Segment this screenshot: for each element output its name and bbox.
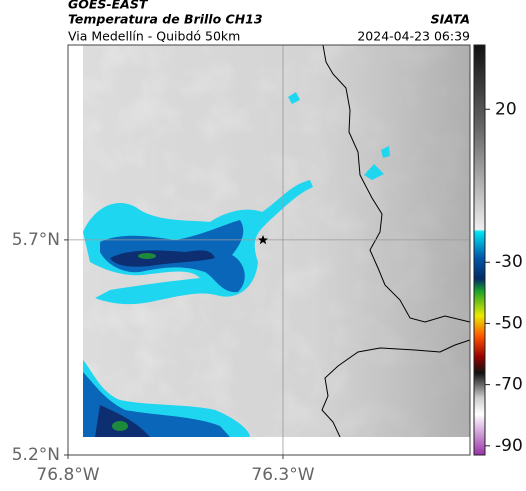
x-tick-label: 76.3°W [251, 465, 314, 485]
y-tick-label: 5.2°N [12, 445, 60, 465]
location-marker [258, 235, 268, 245]
map-frame [67, 44, 471, 456]
colorbar-tick-label: 20 [495, 99, 517, 119]
subtitle: Temperatura de Brillo CH13 [68, 12, 263, 27]
colorbar-tick-label: -90 [495, 436, 523, 456]
title: GOES-EAST [68, 0, 149, 12]
colorbar [473, 44, 486, 456]
cloud-tops [83, 92, 390, 437]
colorbar-tick-label: -30 [495, 252, 523, 272]
source: SIATA [431, 12, 470, 27]
satellite-image [83, 45, 470, 437]
y-tick-label: 5.7°N [12, 230, 60, 250]
boundaries [321, 45, 470, 437]
colorbar-tick-label: -50 [495, 313, 523, 333]
timestamp: 2024-04-23 06:39 [357, 29, 470, 44]
x-tick-label: 76.8°W [36, 465, 99, 485]
colorbar-ticks: 20 -30 -50 -70 -90 [485, 99, 523, 456]
location: Via Medellín - Quibdó 50km [68, 29, 240, 44]
colorbar-tick-label: -70 [495, 375, 523, 395]
